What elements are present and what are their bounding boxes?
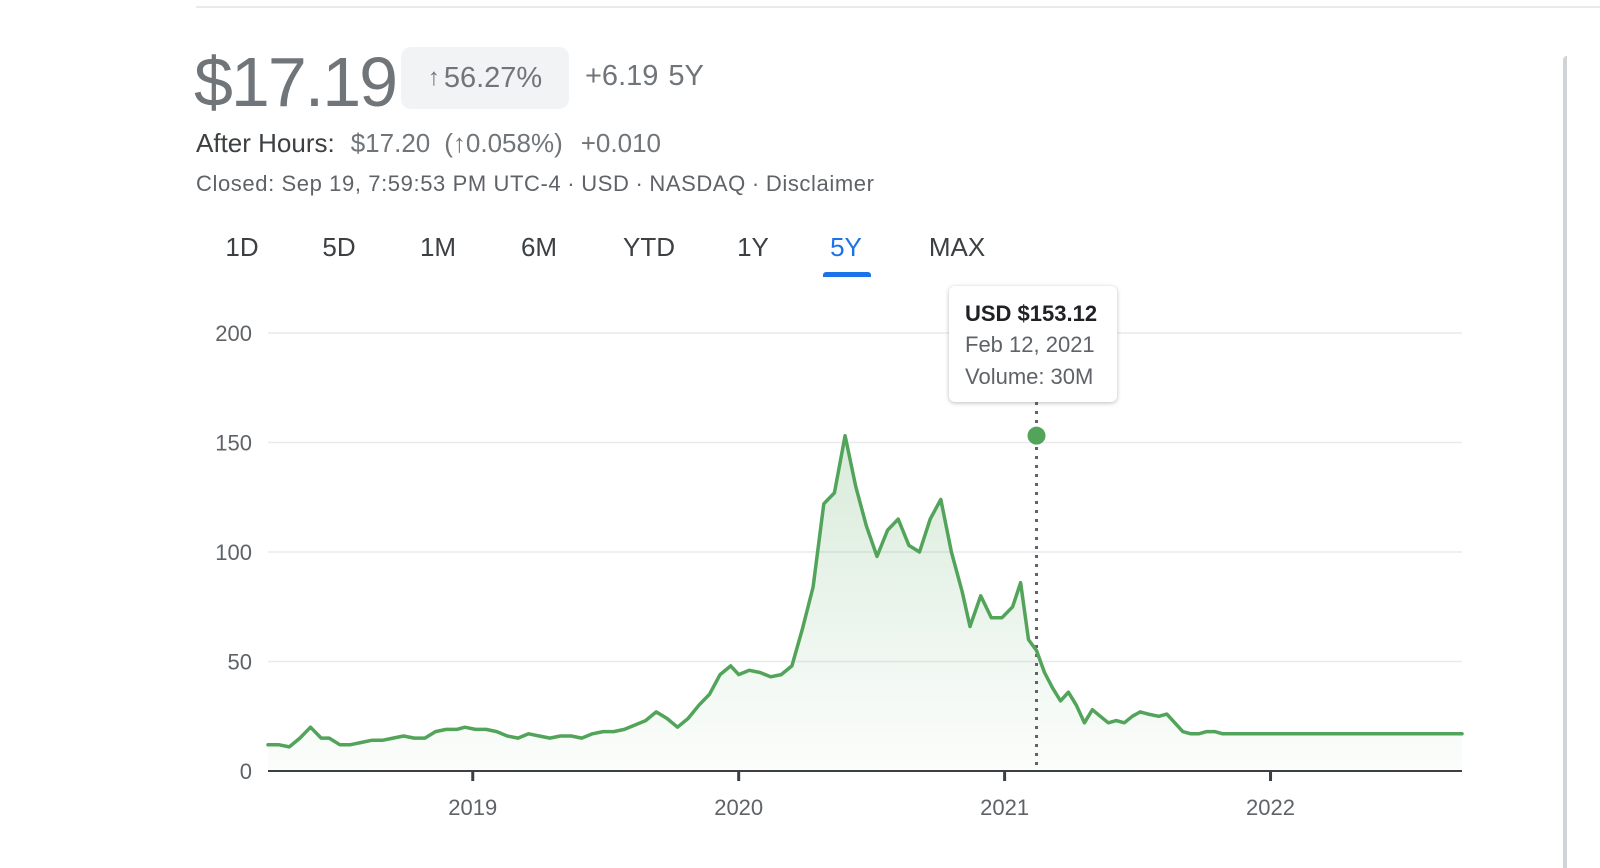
x-tick-label: 2019 bbox=[448, 795, 497, 820]
hover-point bbox=[1027, 426, 1046, 445]
y-tick-label: 0 bbox=[240, 759, 252, 784]
y-tick-label: 100 bbox=[215, 540, 252, 565]
x-tick-label: 2022 bbox=[1246, 795, 1295, 820]
tab-ytd[interactable]: YTD bbox=[623, 232, 675, 262]
price-tooltip: USD $153.12 Feb 12, 2021 Volume: 30M bbox=[949, 286, 1117, 402]
tab-1y[interactable]: 1Y bbox=[737, 232, 769, 262]
disclaimer-link[interactable]: Disclaimer bbox=[765, 171, 875, 196]
tab-1d[interactable]: 1D bbox=[225, 232, 259, 262]
after-hours-row: After Hours: $17.20 (↑0.058%) +0.010 bbox=[196, 128, 661, 159]
y-tick-label: 200 bbox=[215, 321, 252, 346]
market-status-line: Closed: Sep 19, 7:59:53 PM UTC-4 · USD · NAS… bbox=[196, 171, 875, 197]
tooltip-volume-value: 30M bbox=[1050, 364, 1094, 389]
separator-dot: · bbox=[751, 171, 760, 196]
tooltip-volume-label: Volume: bbox=[965, 364, 1045, 389]
scrollbar-edge[interactable] bbox=[1563, 56, 1567, 868]
separator-dot: · bbox=[635, 171, 644, 196]
time-range-tabs: 1D 5D 1M 6M YTD 1Y 5Y MAX bbox=[196, 232, 1016, 282]
change-absolute: +6.19 5Y bbox=[585, 60, 704, 93]
change-percent-value: 56.27% bbox=[443, 61, 543, 94]
after-hours-change-percent: (↑0.058%) bbox=[444, 128, 563, 158]
after-hours-label: After Hours: bbox=[196, 128, 335, 158]
arrow-up-icon: ↑ bbox=[427, 64, 440, 91]
y-tick-label: 150 bbox=[215, 431, 252, 456]
tooltip-volume: Volume: 30M bbox=[965, 361, 1117, 393]
change-absolute-value: +6.19 bbox=[585, 60, 659, 92]
price-line bbox=[266, 433, 1464, 749]
tab-5y[interactable]: 5Y bbox=[830, 232, 862, 262]
tab-5d[interactable]: 5D bbox=[322, 232, 356, 262]
market-status: Closed: Sep 19, 7:59:53 PM UTC-4 bbox=[196, 171, 562, 196]
change-percent-badge: ↑ 56.27% bbox=[401, 47, 569, 109]
tab-max[interactable]: MAX bbox=[928, 232, 986, 262]
x-tick-label: 2021 bbox=[980, 795, 1029, 820]
after-hours-price: $17.20 bbox=[350, 128, 431, 158]
price-area-fill bbox=[268, 435, 1462, 771]
tab-6m[interactable]: 6M bbox=[520, 232, 558, 262]
tab-1m[interactable]: 1M bbox=[419, 232, 457, 262]
tooltip-date: Feb 12, 2021 bbox=[965, 332, 1095, 357]
x-axis: 2019 2020 2021 2022 bbox=[268, 770, 1462, 820]
change-period: 5Y bbox=[668, 60, 704, 92]
separator-dot: · bbox=[567, 171, 576, 196]
exchange: NASDAQ bbox=[649, 171, 746, 196]
active-tab-indicator bbox=[823, 272, 871, 277]
top-divider bbox=[196, 6, 1600, 8]
after-hours-change-absolute: +0.010 bbox=[580, 128, 661, 158]
current-price: $17.19 bbox=[194, 43, 398, 121]
x-tick-label: 2020 bbox=[714, 795, 763, 820]
currency: USD bbox=[581, 171, 630, 196]
y-axis-ticks: 0 50 100 150 200 bbox=[215, 321, 252, 784]
tooltip-price: USD $153.12 bbox=[965, 301, 1098, 326]
y-tick-label: 50 bbox=[228, 650, 252, 675]
